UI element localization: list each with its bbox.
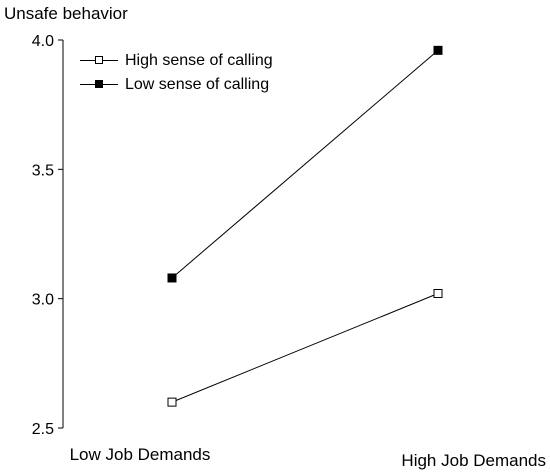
legend-label-high-sense-of-calling: High sense of calling	[125, 52, 273, 69]
series-0-point-1	[433, 288, 443, 298]
y-tick-label-3: 4.0	[32, 33, 54, 50]
x-category-label-0: Low Job Demands	[70, 445, 211, 464]
filled-square-marker-icon	[95, 80, 103, 88]
series-line-0	[171, 293, 439, 403]
series-line-1	[171, 49, 439, 279]
open-square-marker-icon	[95, 56, 103, 64]
series-1-point-1	[433, 45, 443, 55]
y-tick-label-1: 3.0	[32, 292, 54, 309]
y-axis-label: Unsafe behavior	[4, 4, 128, 23]
x-category-label-1: High Job Demands	[401, 451, 546, 470]
y-tick-label-0: 2.5	[32, 421, 54, 438]
series-1-point-0	[167, 273, 177, 283]
y-tick-label-2: 3.5	[32, 162, 54, 179]
legend-label-low-sense-of-calling: Low sense of calling	[125, 76, 270, 93]
series-0-point-0	[167, 397, 177, 407]
